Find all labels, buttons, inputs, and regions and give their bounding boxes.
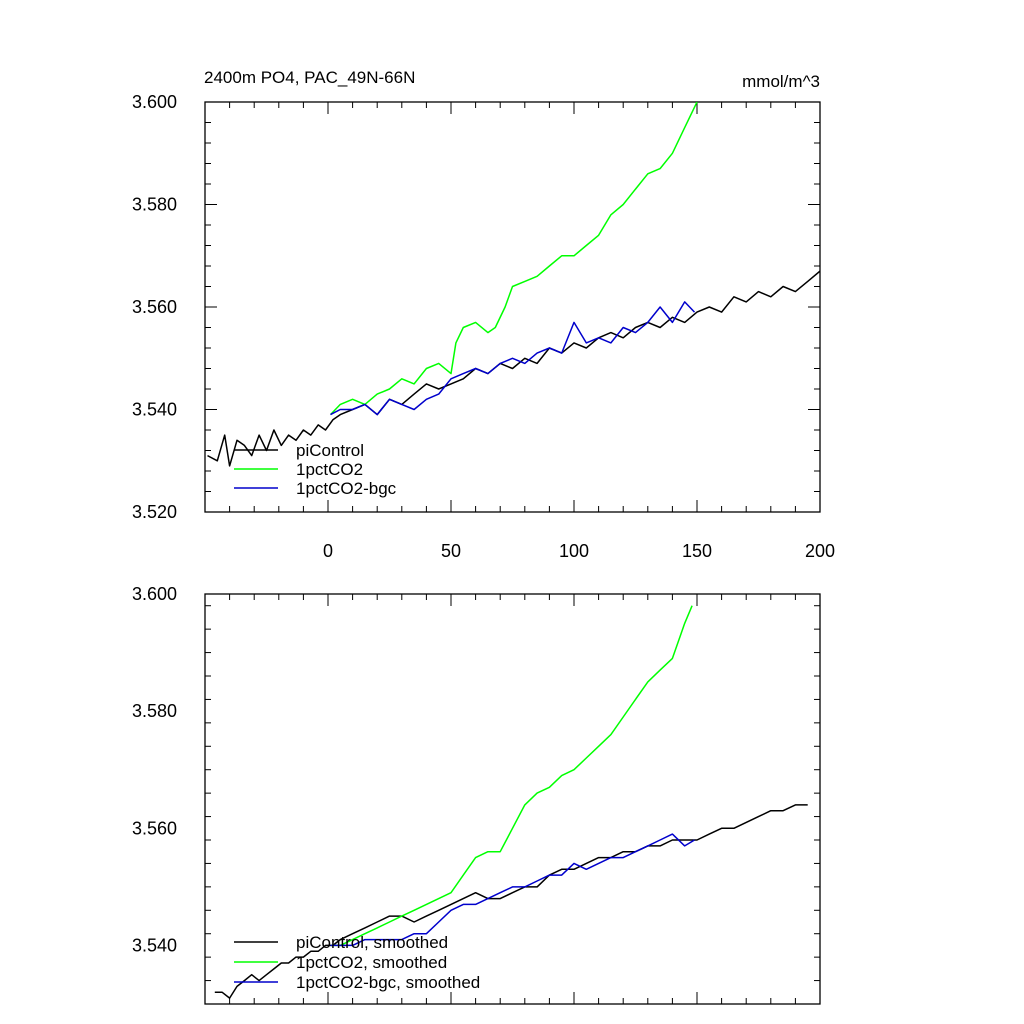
x-tick-label: 200 bbox=[805, 541, 835, 561]
y-tick-label: 3.560 bbox=[132, 297, 177, 317]
legend-label: piControl, smoothed bbox=[296, 933, 448, 952]
y-tick-label: 3.540 bbox=[132, 935, 177, 955]
x-tick-label: 100 bbox=[559, 541, 589, 561]
series-line bbox=[329, 102, 698, 416]
y-tick-label: 3.520 bbox=[132, 502, 177, 522]
series-line bbox=[330, 301, 696, 416]
y-tick-label: 3.600 bbox=[132, 92, 177, 112]
legend-label: 1pctCO2-bgc bbox=[296, 479, 397, 498]
series-line bbox=[207, 270, 820, 467]
legend-label: 1pctCO2, smoothed bbox=[296, 953, 447, 972]
series-line bbox=[330, 833, 695, 947]
y-tick-label: 3.600 bbox=[132, 584, 177, 604]
legend-label: piControl bbox=[296, 441, 364, 460]
units-label: mmol/m^3 bbox=[742, 72, 820, 91]
x-tick-label: 50 bbox=[441, 541, 461, 561]
plot-frame bbox=[204, 593, 821, 1005]
legend-label: 1pctCO2 bbox=[296, 460, 363, 479]
x-tick-label: 150 bbox=[682, 541, 712, 561]
x-tick-label: 0 bbox=[323, 541, 333, 561]
y-tick-label: 3.580 bbox=[132, 195, 177, 215]
y-tick-label: 3.540 bbox=[132, 400, 177, 420]
series-line bbox=[330, 605, 693, 947]
series-line bbox=[214, 804, 808, 999]
y-tick-label: 3.580 bbox=[132, 701, 177, 721]
y-tick-label: 3.560 bbox=[132, 818, 177, 838]
legend-label: 1pctCO2-bgc, smoothed bbox=[296, 973, 480, 992]
top-panel: 2400m PO4, PAC_49N-66N mmol/m^3 0 50 100 15… bbox=[132, 68, 835, 561]
chart-title: 2400m PO4, PAC_49N-66N bbox=[204, 68, 415, 87]
